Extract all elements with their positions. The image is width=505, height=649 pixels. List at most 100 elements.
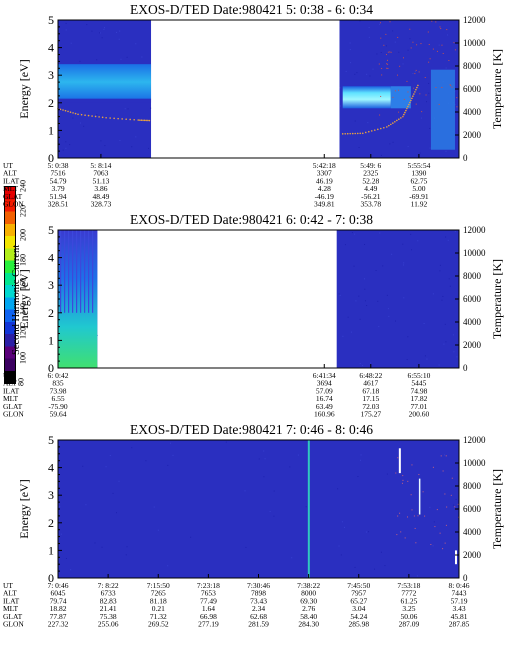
temperature-point [109,117,111,119]
noise-pixel [153,506,155,508]
temperature-point [412,95,414,97]
temperature-point [435,21,437,23]
colorbar [4,186,16,384]
temperature-point [389,21,391,23]
noise-pixel [359,362,361,364]
emission-band [58,64,152,101]
y-tick-label: 4 [48,41,54,55]
noise-pixel [375,269,377,271]
noise-pixel [338,293,340,295]
noise-pixel [96,113,98,115]
ephemeris-value: 82.83 [100,596,117,605]
ephemeris-value: 74.98 [410,386,427,395]
temperature-point [410,47,412,49]
noise-pixel [351,232,353,234]
ephemeris-value: -75.90 [48,402,68,411]
noise-pixel [349,49,351,51]
noise-pixel [443,343,445,345]
noise-pixel [354,566,356,568]
noise-pixel [412,94,414,96]
emission-streak [68,230,70,313]
ephemeris-value: 175.27 [360,410,381,419]
temperature-point [380,127,382,130]
ephemeris-value: 281.59 [248,620,269,629]
temperature-point [456,106,458,108]
noise-pixel [387,308,389,310]
temperature-point [145,119,148,122]
noise-pixel [429,506,431,508]
temperature-point [406,107,408,110]
temperature-point [386,63,388,65]
noise-pixel [439,264,441,266]
temperature-point [356,132,359,135]
ephemeris-row-label: ILAT [3,596,20,605]
noise-pixel [389,143,391,145]
temperature-point [385,33,387,35]
noise-pixel [374,568,376,570]
noise-pixel [420,117,422,119]
temperature-point [444,493,446,495]
temperature-point [407,91,409,93]
temperature-point [416,44,418,46]
band-gap [58,98,152,103]
noise-pixel [79,60,81,62]
noise-pixel [445,341,447,343]
noise-pixel [412,73,414,75]
noise-pixel [65,141,67,143]
noise-pixel [453,351,455,353]
ephemeris-value: 6: 0:42 [47,371,68,380]
temperature-point [405,109,407,112]
temperature-point [446,506,448,508]
noise-pixel [392,30,394,32]
temperature-point [425,94,427,96]
ephemeris-value: 287.09 [399,620,420,629]
ephemeris-value: 54.79 [50,176,67,185]
temperature-point [137,119,139,121]
temperature-point [418,71,420,73]
ephemeris-row-label: ILAT [3,176,20,185]
noise-pixel [426,101,428,103]
ephemeris-value: 200.60 [409,410,430,419]
noise-pixel [407,146,409,148]
noise-pixel [432,545,434,547]
temperature-point [386,59,388,61]
ephemeris-value: 284.30 [298,620,319,629]
emission-streak [454,550,457,565]
noise-pixel [384,565,386,567]
noise-pixel [58,124,60,126]
ephemeris-value: 8: 0:46 [448,581,469,590]
y2-tick-label: 12000 [463,435,486,445]
temperature-point [451,86,453,88]
noise-pixel [354,233,356,235]
emission-streak [84,230,86,313]
y2-tick-label: 2000 [463,130,482,140]
ephemeris-value: 57.09 [316,386,333,395]
noise-pixel [439,270,441,272]
y2-tick-label: 8000 [463,61,482,71]
ephemeris-value: 3307 [317,169,332,178]
temperature-point [439,532,441,534]
ephemeris-value: 18.82 [50,604,67,613]
y-tick-label: 1 [48,123,54,137]
noise-pixel [135,136,137,138]
noise-pixel [438,364,440,366]
temperature-point [121,118,123,120]
temperature-point [148,119,151,122]
temperature-point [59,108,62,111]
ephemeris-value: 4617 [363,379,378,388]
temperature-point [409,28,411,30]
noise-pixel [372,68,374,70]
noise-pixel [105,466,107,468]
noise-pixel [349,42,351,44]
temperature-point [64,109,67,112]
temperature-point [446,29,448,31]
noise-pixel [339,294,341,296]
temperature-point [439,26,441,28]
noise-pixel [359,20,361,22]
colorbar-gradient [5,187,15,383]
temperature-point [379,114,381,116]
ephemeris-row-label: GLON [3,620,24,629]
noise-pixel [364,243,366,245]
temperature-point [364,131,367,134]
temperature-point [402,116,404,118]
